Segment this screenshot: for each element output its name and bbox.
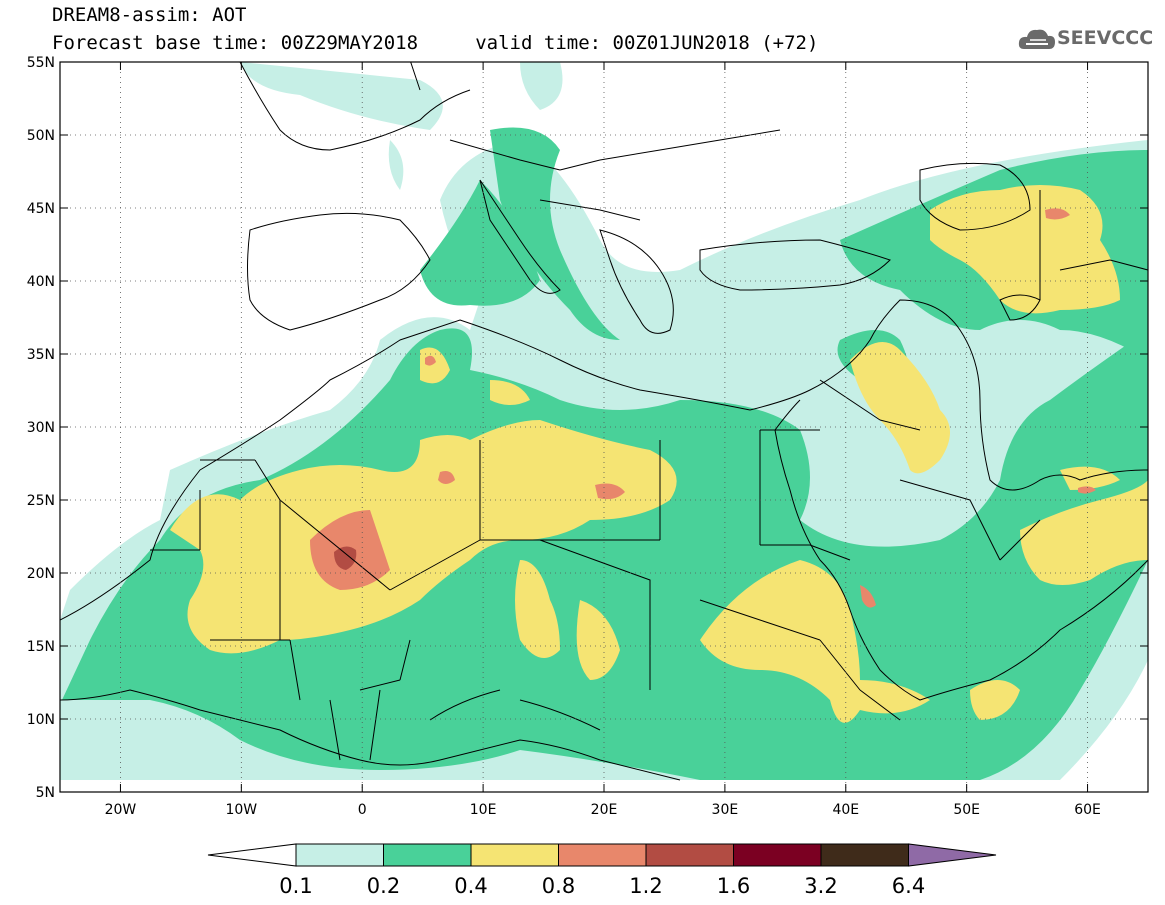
colorbar-level-label: 1.2: [629, 874, 662, 898]
colorbar-segment: [470, 843, 559, 867]
colorbar-segment: [558, 843, 647, 867]
colorbar-segment: [383, 843, 472, 867]
colorbar-level-label: 0.4: [454, 874, 487, 898]
lat-tick-label: 20N: [27, 566, 55, 582]
aot-band-1.2: [334, 546, 357, 570]
colorbar-segment: [820, 843, 909, 867]
longitude-axis: 20W 10W 0 10E 20E 30E 40E 50E 60E: [105, 62, 1101, 818]
lon-tick-label: 30E: [712, 802, 739, 818]
lat-tick-label: 25N: [27, 493, 55, 509]
lat-tick-label: 35N: [27, 347, 55, 363]
chart-title: DREAM8-assim: AOT: [52, 4, 247, 26]
lon-tick-label: 10E: [470, 802, 497, 818]
forecast-time-subtitle: Forecast base time: 00Z29MAY2018 valid t…: [52, 32, 819, 54]
colorbar-level-label: 6.4: [892, 874, 925, 898]
lon-tick-label: 60E: [1074, 802, 1101, 818]
lat-tick-label: 10N: [27, 712, 55, 728]
colorbar-level-label: 0.2: [367, 874, 400, 898]
lon-tick-label: 20E: [591, 802, 618, 818]
lat-tick-label: 5N: [36, 785, 55, 801]
colorbar-level-label: 3.2: [804, 874, 837, 898]
colorbar-segment: [295, 843, 384, 867]
lon-tick-label: 10W: [225, 802, 257, 818]
lon-tick-label: 0: [358, 802, 367, 818]
colorbar: 0.1 0.2 0.4 0.8 1.2 1.6 3.2 6.4: [207, 843, 997, 898]
aot-fields: [60, 62, 1148, 780]
lat-tick-label: 40N: [27, 274, 55, 290]
lat-tick-label: 45N: [27, 201, 55, 217]
lat-tick-label: 30N: [27, 420, 55, 436]
lat-tick-label: 55N: [27, 55, 55, 71]
colorbar-level-label: 0.1: [279, 874, 312, 898]
lon-tick-label: 50E: [953, 802, 980, 818]
colorbar-level-label: 0.8: [542, 874, 575, 898]
lat-tick-label: 15N: [27, 639, 55, 655]
seevccc-logo: [1018, 29, 1055, 49]
coastlines-borders: [60, 62, 1148, 781]
colorbar-segment: [733, 843, 822, 867]
cloud-icon: [1018, 29, 1055, 49]
logo-text: SEEVCCC: [1057, 27, 1154, 49]
colorbar-segment: [645, 843, 734, 867]
colorbar-over-triangle: [908, 843, 997, 867]
colorbar-level-label: 1.6: [717, 874, 750, 898]
lon-tick-label: 40E: [832, 802, 859, 818]
lon-tick-label: 20W: [105, 802, 137, 818]
lat-tick-label: 50N: [27, 128, 55, 144]
aot-band-0.4: [170, 185, 1148, 723]
latitude-axis: 55N 50N 45N 40N 35N 30N 25N 20N 15N 10N 5N: [27, 55, 1148, 801]
colorbar-under-triangle: [207, 843, 297, 867]
graticule: [60, 62, 1148, 792]
